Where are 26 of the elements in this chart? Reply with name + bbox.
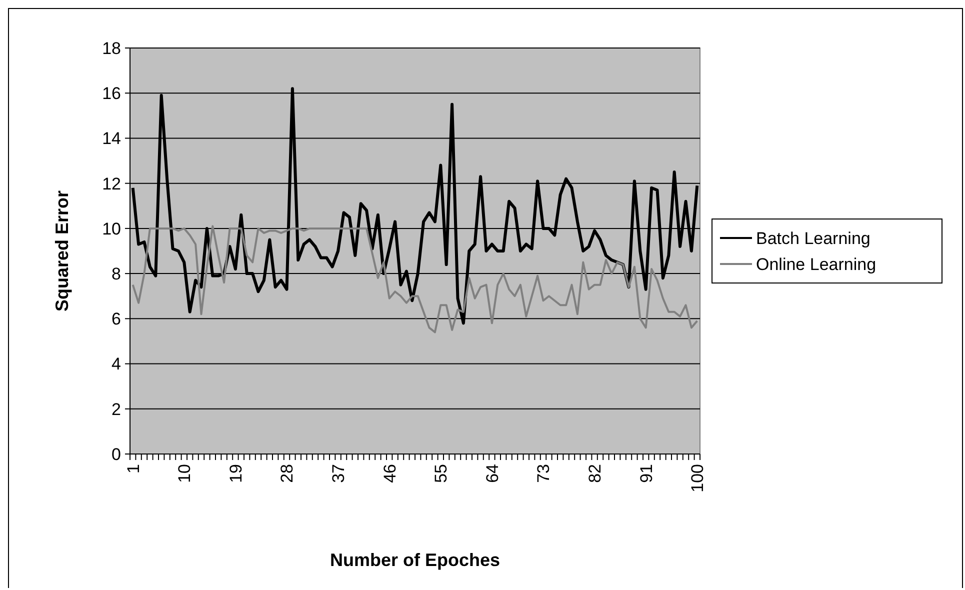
x-tick-label: 19: [226, 464, 246, 483]
y-axis-title: Squared Error: [52, 190, 72, 312]
x-tick-label: 82: [586, 464, 604, 483]
y-tick-label: 14: [102, 129, 121, 148]
x-tick-label: 73: [534, 464, 554, 483]
x-tick-label: 37: [329, 464, 348, 483]
x-tick-label: 64: [482, 464, 502, 483]
x-tick-label: 1: [124, 464, 143, 474]
x-tick-label: 55: [432, 464, 451, 483]
x-tick-label: 91: [636, 464, 656, 483]
x-axis-title: Number of Epoches: [330, 550, 500, 570]
x-tick-label: 100: [688, 464, 708, 492]
y-tick-label: 18: [102, 38, 121, 58]
y-tick-label: 4: [112, 354, 121, 374]
y-tick-label: 12: [102, 174, 121, 194]
x-tick-label: 28: [278, 464, 297, 483]
y-tick-label: 8: [112, 264, 121, 284]
y-tick-label: 10: [102, 219, 121, 238]
legend-label: Batch Learning: [756, 228, 870, 248]
y-tick-label: 6: [112, 310, 121, 329]
y-tick-label: 2: [112, 400, 121, 419]
x-tick-label: 10: [175, 464, 194, 483]
legend-label: Online Learning: [756, 254, 876, 274]
y-tick-label: 16: [102, 84, 121, 104]
x-tick-label: 46: [380, 464, 400, 483]
y-tick-label: 0: [112, 444, 121, 464]
